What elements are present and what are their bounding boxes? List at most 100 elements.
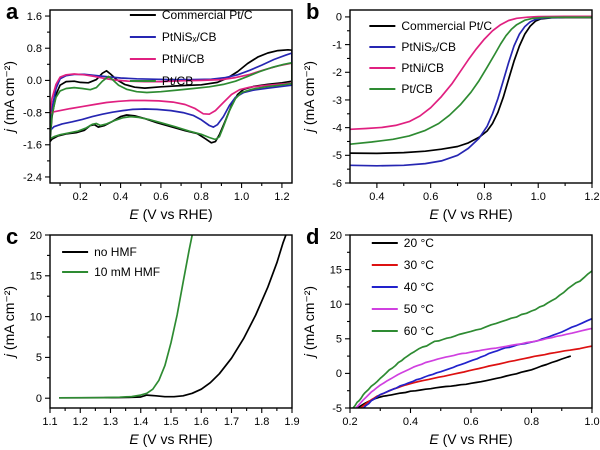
svg-text:15: 15 — [330, 264, 342, 276]
svg-text:0.6: 0.6 — [153, 191, 168, 203]
svg-text:-2: -2 — [332, 67, 342, 79]
axis-ticks — [345, 16, 593, 188]
series-line-40-c — [362, 317, 592, 408]
panel-label-a: a — [6, 0, 19, 24]
series-line-10-mm-hmf — [59, 235, 194, 399]
svg-text:0.8: 0.8 — [524, 416, 539, 428]
legend-item-commercial-pt-c: Commercial Pt/C — [129, 8, 253, 22]
svg-text:40 °C: 40 °C — [404, 280, 434, 294]
svg-text:1.4: 1.4 — [133, 416, 148, 428]
panel-a-chart: 0.2 0.4 0.6 0.8 1.0 1.2 1.6 0.8 0.0 -0.8 -1.6 -2.4 E… — [1, 8, 293, 222]
panel-c: 1.1 1.2 1.3 1.4 1.5 1.6 1.7 1.8 1.9 0 5 10 15 20 E (V … — [0, 224, 300, 450]
svg-text:10: 10 — [330, 299, 342, 311]
plot-box — [49, 234, 293, 409]
legend-item-pt-cb: Pt/CB — [369, 82, 433, 96]
tick-labels: 0.4 0.6 0.8 1.0 1.2 0 -1 -2 -3 -4 -5 -6 — [332, 12, 599, 203]
svg-text:15: 15 — [30, 271, 42, 283]
svg-text:1.2: 1.2 — [73, 416, 88, 428]
legend: Commercial Pt/C PtNiSₓ/CB PtNi/CB Pt/CB — [369, 19, 492, 96]
svg-text:Commercial Pt/C: Commercial Pt/C — [162, 8, 253, 22]
series-line-20-c — [357, 355, 572, 408]
series-line-pt-cb — [350, 16, 592, 146]
svg-text:10 mM HMF: 10 mM HMF — [94, 265, 160, 279]
svg-text:0.2: 0.2 — [342, 416, 357, 428]
series-line-50-c — [355, 327, 592, 408]
svg-text:PtNiSₓ/CB: PtNiSₓ/CB — [401, 40, 456, 54]
series-line-commercial-pt-c — [350, 16, 592, 155]
svg-text:0: 0 — [36, 393, 42, 405]
svg-text:-3: -3 — [332, 95, 342, 107]
panel-c-chart: 1.1 1.2 1.3 1.4 1.5 1.6 1.7 1.8 1.9 0 5 10 15 20 E (V … — [1, 230, 300, 447]
svg-text:PtNi/CB: PtNi/CB — [401, 61, 444, 75]
legend-item-10-mm-hmf: 10 mM HMF — [62, 265, 160, 279]
svg-text:-0.8: -0.8 — [23, 107, 42, 119]
x-axis-label: E (V vs RHE) — [429, 431, 512, 447]
legend-item-no-hmf: no HMF — [62, 245, 137, 259]
svg-text:1.6: 1.6 — [194, 416, 209, 428]
panel-b-chart: 0.4 0.6 0.8 1.0 1.2 0 -1 -2 -3 -4 -5 -6 E (V vs RHE)… — [301, 9, 600, 222]
svg-text:Pt/CB: Pt/CB — [401, 82, 432, 96]
svg-text:-1.6: -1.6 — [23, 140, 42, 152]
series-line-60-c — [352, 270, 592, 408]
svg-text:1.0: 1.0 — [234, 191, 249, 203]
svg-text:1.9: 1.9 — [284, 416, 299, 428]
svg-text:0.4: 0.4 — [113, 191, 128, 203]
svg-text:0.0: 0.0 — [27, 75, 42, 87]
plot-box — [49, 9, 293, 184]
svg-text:1.2: 1.2 — [274, 191, 289, 203]
y-axis-label: j (mA cm⁻²) — [1, 286, 17, 359]
panel-label-b: b — [306, 0, 320, 24]
series-line-no-hmf — [59, 235, 287, 399]
svg-text:20: 20 — [30, 230, 42, 242]
legend-item-ptnis-cb: PtNiSₓ/CB — [129, 30, 216, 44]
tick-labels: 1.1 1.2 1.3 1.4 1.5 1.6 1.7 1.8 1.9 0 5 10 15 20 — [30, 230, 300, 428]
series-line-ptni-cb — [50, 62, 292, 116]
svg-text:1.6: 1.6 — [27, 11, 42, 23]
legend-item-20-c: 20 °C — [371, 236, 434, 250]
legend-item-50-c: 50 °C — [371, 302, 434, 316]
svg-text:10: 10 — [30, 311, 42, 323]
svg-text:1.0: 1.0 — [531, 191, 546, 203]
legend-item-pt-cb: Pt/CB — [129, 74, 193, 88]
svg-text:0.8: 0.8 — [27, 43, 42, 55]
svg-text:Commercial Pt/C: Commercial Pt/C — [401, 19, 492, 33]
legend: 20 °C 30 °C 40 °C 50 °C 60 °C — [371, 236, 434, 338]
axis-ticks — [45, 234, 293, 413]
svg-text:-4: -4 — [332, 122, 342, 134]
legend: Commercial Pt/C PtNiSₓ/CB PtNi/CB Pt/CB — [129, 8, 253, 88]
panel-label-c: c — [6, 224, 19, 249]
series-line-ptnis-cb — [350, 16, 592, 167]
svg-text:0.6: 0.6 — [463, 416, 478, 428]
tick-labels: 0.2 0.4 0.6 0.8 1.0 -5 0 5 10 15 20 — [330, 230, 600, 428]
y-axis-label: j (mA cm⁻²) — [1, 61, 17, 134]
legend-item-ptni-cb: PtNi/CB — [129, 52, 205, 66]
legend: no HMF 10 mM HMF — [62, 245, 160, 279]
plot-box — [349, 9, 593, 184]
legend-item-60-c: 60 °C — [371, 324, 434, 338]
svg-text:20: 20 — [330, 230, 342, 242]
svg-text:PtNi/CB: PtNi/CB — [162, 52, 205, 66]
svg-text:0.6: 0.6 — [423, 191, 438, 203]
panel-label-d: d — [306, 224, 320, 249]
svg-text:50 °C: 50 °C — [404, 302, 434, 316]
svg-text:1.2: 1.2 — [584, 191, 599, 203]
x-axis-label: E (V vs RHE) — [129, 431, 212, 447]
svg-text:1.8: 1.8 — [254, 416, 269, 428]
svg-text:-6: -6 — [332, 178, 342, 190]
svg-text:0: 0 — [336, 368, 342, 380]
legend-item-40-c: 40 °C — [371, 280, 434, 294]
svg-text:1.3: 1.3 — [103, 416, 118, 428]
panel-b: 0.4 0.6 0.8 1.0 1.2 0 -1 -2 -3 -4 -5 -6 E (V vs RHE)… — [300, 0, 600, 225]
svg-text:0.8: 0.8 — [477, 191, 492, 203]
svg-text:60 °C: 60 °C — [404, 324, 434, 338]
svg-text:5: 5 — [36, 352, 42, 364]
svg-text:5: 5 — [336, 334, 342, 346]
svg-text:0.2: 0.2 — [73, 191, 88, 203]
svg-text:0.8: 0.8 — [194, 191, 209, 203]
y-axis-label: j (mA cm⁻²) — [301, 61, 317, 134]
svg-text:0.4: 0.4 — [369, 191, 384, 203]
legend-item-ptni-cb: PtNi/CB — [369, 61, 444, 75]
series-line-pt-cb — [50, 61, 292, 141]
svg-text:Pt/CB: Pt/CB — [162, 74, 193, 88]
